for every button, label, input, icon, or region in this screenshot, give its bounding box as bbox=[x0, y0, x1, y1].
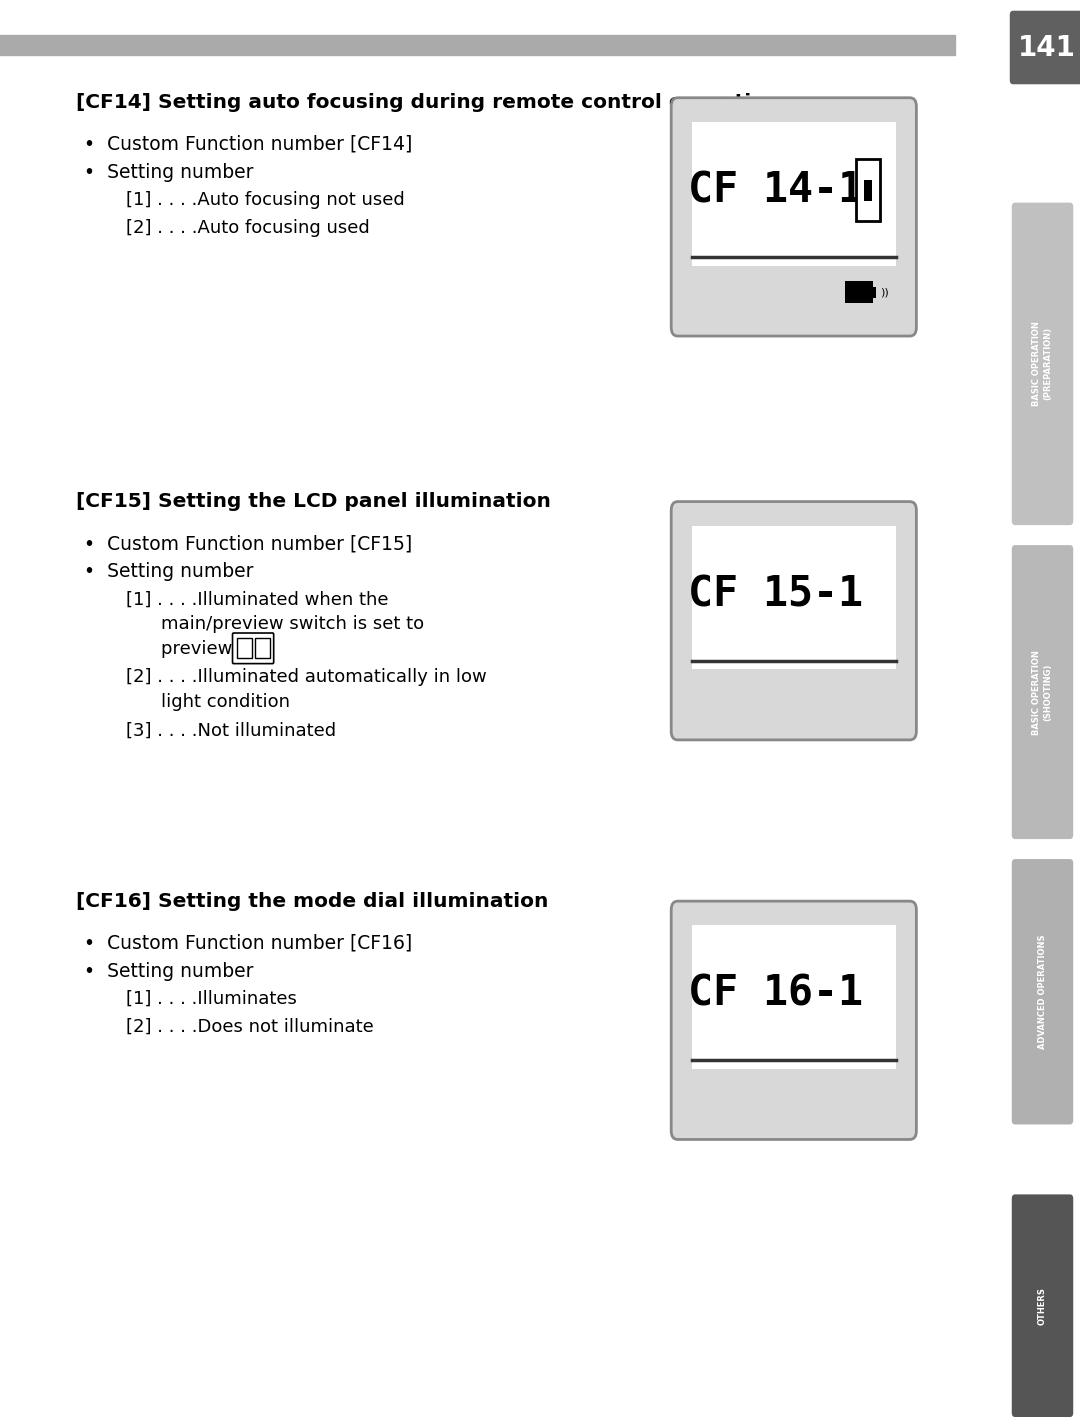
Bar bbox=[856, 160, 880, 221]
Text: ADVANCED OPERATIONS: ADVANCED OPERATIONS bbox=[1038, 935, 1047, 1049]
Bar bbox=[691, 121, 896, 265]
Text: [CF14] Setting auto focusing during remote control operation: [CF14] Setting auto focusing during remo… bbox=[76, 93, 779, 111]
FancyBboxPatch shape bbox=[1012, 1194, 1074, 1417]
FancyBboxPatch shape bbox=[671, 502, 916, 741]
Text: •  Custom Function number [CF15]: • Custom Function number [CF15] bbox=[83, 534, 411, 554]
FancyBboxPatch shape bbox=[671, 97, 916, 337]
Text: [1] . . . .Illuminates: [1] . . . .Illuminates bbox=[125, 990, 297, 1007]
Text: light condition: light condition bbox=[161, 694, 289, 711]
Bar bbox=[691, 525, 896, 669]
Text: •  Setting number: • Setting number bbox=[83, 163, 253, 181]
Bar bbox=[864, 180, 873, 201]
Text: )): )) bbox=[879, 287, 889, 297]
Text: •  Custom Function number [CF16]: • Custom Function number [CF16] bbox=[83, 933, 411, 953]
FancyBboxPatch shape bbox=[1012, 545, 1074, 839]
Text: •  Setting number: • Setting number bbox=[83, 962, 253, 980]
Text: main/preview switch is set to: main/preview switch is set to bbox=[161, 615, 423, 634]
Text: [3] . . . .Not illuminated: [3] . . . .Not illuminated bbox=[125, 721, 336, 739]
Text: •  Custom Function number [CF14]: • Custom Function number [CF14] bbox=[83, 134, 411, 154]
Text: •  Setting number: • Setting number bbox=[83, 562, 253, 581]
Text: [2] . . . .Auto focusing used: [2] . . . .Auto focusing used bbox=[125, 218, 369, 237]
Text: CF 16-1: CF 16-1 bbox=[688, 973, 863, 1015]
Text: preview: preview bbox=[161, 641, 238, 658]
Text: CF 14-1: CF 14-1 bbox=[688, 170, 863, 211]
Bar bbox=[845, 281, 873, 303]
Bar bbox=[873, 287, 876, 298]
Text: [1] . . . .Auto focusing not used: [1] . . . .Auto focusing not used bbox=[125, 191, 404, 208]
FancyBboxPatch shape bbox=[1012, 203, 1074, 525]
FancyBboxPatch shape bbox=[1012, 859, 1074, 1124]
Text: [CF16] Setting the mode dial illumination: [CF16] Setting the mode dial illuminatio… bbox=[76, 892, 548, 910]
Text: BASIC OPERATION
(SHOOTING): BASIC OPERATION (SHOOTING) bbox=[1032, 649, 1053, 735]
FancyBboxPatch shape bbox=[671, 902, 916, 1139]
Bar bbox=[0, 36, 955, 56]
Text: [2] . . . .Illuminated automatically in low: [2] . . . .Illuminated automatically in … bbox=[125, 668, 486, 686]
Text: [1] . . . .Illuminated when the: [1] . . . .Illuminated when the bbox=[125, 591, 388, 608]
FancyBboxPatch shape bbox=[1010, 11, 1080, 84]
Bar bbox=[237, 638, 252, 658]
Text: OTHERS: OTHERS bbox=[1038, 1287, 1047, 1324]
Text: CF 15-1: CF 15-1 bbox=[688, 574, 863, 615]
Text: [2] . . . .Does not illuminate: [2] . . . .Does not illuminate bbox=[125, 1017, 374, 1036]
FancyBboxPatch shape bbox=[232, 634, 273, 664]
Bar bbox=[255, 638, 270, 658]
Text: [CF15] Setting the LCD panel illumination: [CF15] Setting the LCD panel illuminatio… bbox=[76, 492, 551, 511]
Text: BASIC OPERATION
(PREPARATION): BASIC OPERATION (PREPARATION) bbox=[1032, 321, 1053, 407]
Bar bbox=[691, 925, 896, 1069]
Text: 141: 141 bbox=[1017, 33, 1076, 61]
